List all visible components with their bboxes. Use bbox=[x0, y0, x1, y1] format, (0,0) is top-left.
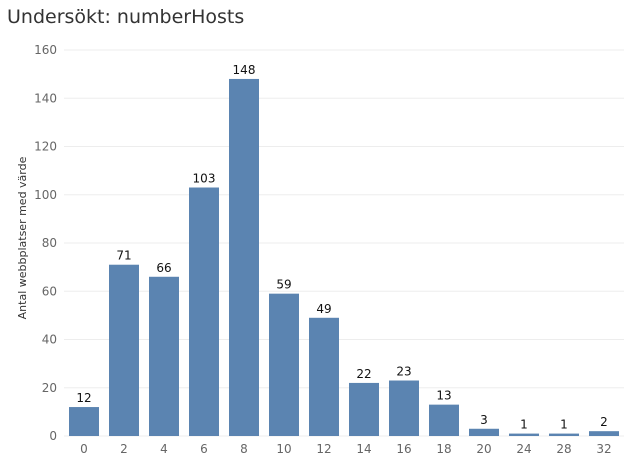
x-tick-label: 8 bbox=[240, 442, 248, 456]
bar[interactable] bbox=[149, 276, 179, 436]
x-tick-label: 10 bbox=[276, 442, 291, 456]
x-axis: 0 2 4 6 8 10 12 14 16 18 20 24 28 32 bbox=[80, 442, 611, 456]
y-tick-label: 100 bbox=[34, 188, 57, 202]
bar[interactable] bbox=[429, 404, 459, 436]
y-axis: 0 20 40 60 80 100 120 140 160 bbox=[34, 43, 57, 443]
x-tick-label: 16 bbox=[396, 442, 411, 456]
x-tick-label: 20 bbox=[476, 442, 491, 456]
bar-value-label: 71 bbox=[116, 249, 131, 263]
y-tick-label: 0 bbox=[49, 429, 57, 443]
bar-value-label: 103 bbox=[193, 172, 216, 186]
y-tick-label: 60 bbox=[42, 284, 57, 298]
x-tick-label: 2 bbox=[120, 442, 128, 456]
x-tick-label: 18 bbox=[436, 442, 451, 456]
chart-title: Undersökt: numberHosts bbox=[7, 6, 245, 28]
bar-value-label: 1 bbox=[520, 418, 528, 432]
x-tick-label: 0 bbox=[80, 442, 88, 456]
bar-value-label: 12 bbox=[76, 391, 91, 405]
bar-value-label: 49 bbox=[316, 302, 331, 316]
bar-value-label: 1 bbox=[560, 418, 568, 432]
bar[interactable] bbox=[349, 382, 379, 436]
bar-value-label: 66 bbox=[156, 261, 171, 275]
grid-lines bbox=[64, 49, 624, 437]
y-tick-label: 160 bbox=[34, 43, 57, 57]
x-tick-label: 6 bbox=[200, 442, 208, 456]
bar-value-label: 148 bbox=[233, 63, 256, 77]
bars bbox=[69, 78, 619, 436]
x-tick-label: 12 bbox=[316, 442, 331, 456]
bar[interactable] bbox=[509, 433, 539, 436]
bar[interactable] bbox=[69, 407, 99, 436]
bar-value-label: 59 bbox=[276, 278, 291, 292]
bar-value-label: 23 bbox=[396, 365, 411, 379]
y-tick-label: 80 bbox=[42, 236, 57, 250]
bar[interactable] bbox=[109, 264, 139, 436]
y-tick-label: 40 bbox=[42, 333, 57, 347]
bar[interactable] bbox=[469, 428, 499, 436]
bar[interactable] bbox=[229, 78, 259, 436]
bar[interactable] bbox=[389, 380, 419, 436]
bar[interactable] bbox=[269, 293, 299, 436]
x-tick-label: 4 bbox=[160, 442, 168, 456]
x-tick-label: 24 bbox=[516, 442, 531, 456]
bar-value-label: 2 bbox=[600, 415, 608, 429]
x-tick-label: 32 bbox=[596, 442, 611, 456]
y-tick-label: 140 bbox=[34, 91, 57, 105]
y-tick-label: 120 bbox=[34, 140, 57, 154]
bar-value-label: 3 bbox=[480, 413, 488, 427]
bar[interactable] bbox=[309, 317, 339, 436]
bar[interactable] bbox=[549, 433, 579, 436]
bar[interactable] bbox=[189, 187, 219, 436]
x-tick-label: 14 bbox=[356, 442, 371, 456]
bar[interactable] bbox=[589, 431, 619, 436]
y-tick-label: 20 bbox=[42, 381, 57, 395]
bar-value-label: 22 bbox=[356, 367, 371, 381]
bar-value-label: 13 bbox=[436, 389, 451, 403]
y-axis-title: Antal webbplatser med värde bbox=[16, 156, 29, 319]
x-tick-label: 28 bbox=[556, 442, 571, 456]
